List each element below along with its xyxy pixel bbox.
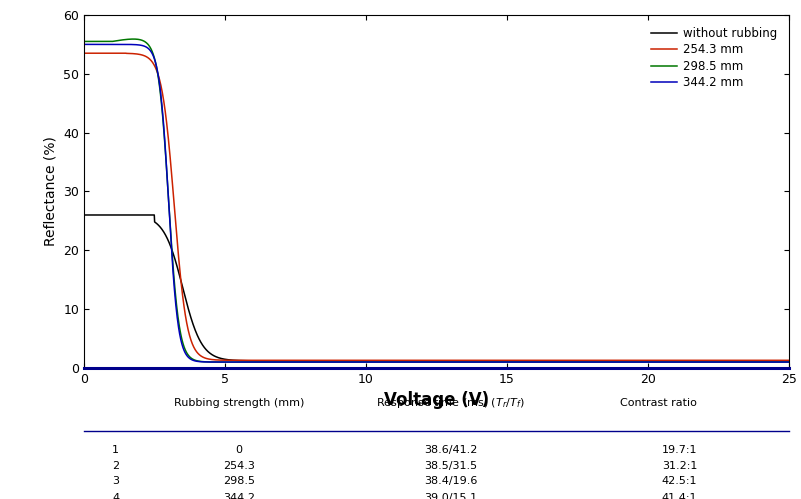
344.2 mm [763, 359, 773, 365]
254.3 mm [422, 357, 432, 363]
298.5 mm [129, 36, 139, 42]
without rubbing [404, 358, 413, 364]
Line: without rubbing: without rubbing [84, 215, 789, 361]
254.3 mm [634, 357, 644, 363]
without rubbing [634, 358, 644, 364]
298.5 mm [372, 359, 381, 365]
without rubbing [763, 358, 773, 364]
344.2 mm [354, 359, 364, 365]
Text: Response time (ms) ($T_r$/$T_f$): Response time (ms) ($T_r$/$T_f$) [376, 396, 525, 410]
Text: 2: 2 [112, 461, 119, 471]
X-axis label: Voltage (V): Voltage (V) [384, 391, 489, 409]
Line: 298.5 mm: 298.5 mm [84, 39, 789, 362]
344.2 mm [634, 359, 644, 365]
254.3 mm [115, 50, 125, 56]
Text: 254.3: 254.3 [223, 461, 255, 471]
Text: 38.5/31.5: 38.5/31.5 [424, 461, 477, 471]
344.2 mm [422, 359, 432, 365]
Line: 344.2 mm: 344.2 mm [84, 44, 789, 362]
254.3 mm [404, 357, 413, 363]
Text: 1: 1 [112, 445, 119, 455]
344.2 mm [764, 359, 774, 365]
Text: 19.7:1: 19.7:1 [662, 445, 698, 455]
Text: 344.2: 344.2 [223, 493, 256, 499]
344.2 mm [115, 41, 125, 47]
Legend: without rubbing, 254.3 mm, 298.5 mm, 344.2 mm: without rubbing, 254.3 mm, 298.5 mm, 344… [645, 21, 783, 95]
Text: 31.2:1: 31.2:1 [662, 461, 698, 471]
344.2 mm [404, 359, 413, 365]
344.2 mm [79, 41, 89, 47]
Line: 254.3 mm: 254.3 mm [84, 53, 789, 360]
Text: 38.4/19.6: 38.4/19.6 [424, 477, 477, 487]
254.3 mm [763, 357, 773, 363]
without rubbing [115, 212, 125, 218]
298.5 mm [115, 37, 125, 43]
298.5 mm [764, 359, 774, 365]
Text: 4: 4 [112, 493, 119, 499]
Text: 41.4:1: 41.4:1 [662, 493, 698, 499]
254.3 mm [764, 357, 774, 363]
298.5 mm [635, 359, 645, 365]
298.5 mm [404, 359, 413, 365]
Text: Contrast ratio: Contrast ratio [621, 398, 698, 408]
254.3 mm [784, 357, 794, 363]
298.5 mm [423, 359, 433, 365]
Text: 38.6/41.2: 38.6/41.2 [424, 445, 477, 455]
without rubbing [551, 358, 561, 364]
Y-axis label: Reflectance (%): Reflectance (%) [44, 137, 58, 247]
Text: 3: 3 [112, 477, 119, 487]
298.5 mm [79, 38, 89, 44]
Text: 42.5:1: 42.5:1 [662, 477, 698, 487]
254.3 mm [422, 357, 432, 363]
344.2 mm [784, 359, 794, 365]
Text: 0: 0 [235, 445, 243, 455]
without rubbing [784, 358, 794, 364]
298.5 mm [784, 359, 794, 365]
Text: 39.0/15.1: 39.0/15.1 [424, 493, 477, 499]
254.3 mm [79, 50, 89, 56]
Text: 298.5: 298.5 [223, 477, 256, 487]
without rubbing [764, 358, 774, 364]
Text: Rubbing strength (mm): Rubbing strength (mm) [174, 398, 304, 408]
without rubbing [79, 212, 89, 218]
298.5 mm [764, 359, 774, 365]
without rubbing [422, 358, 432, 364]
